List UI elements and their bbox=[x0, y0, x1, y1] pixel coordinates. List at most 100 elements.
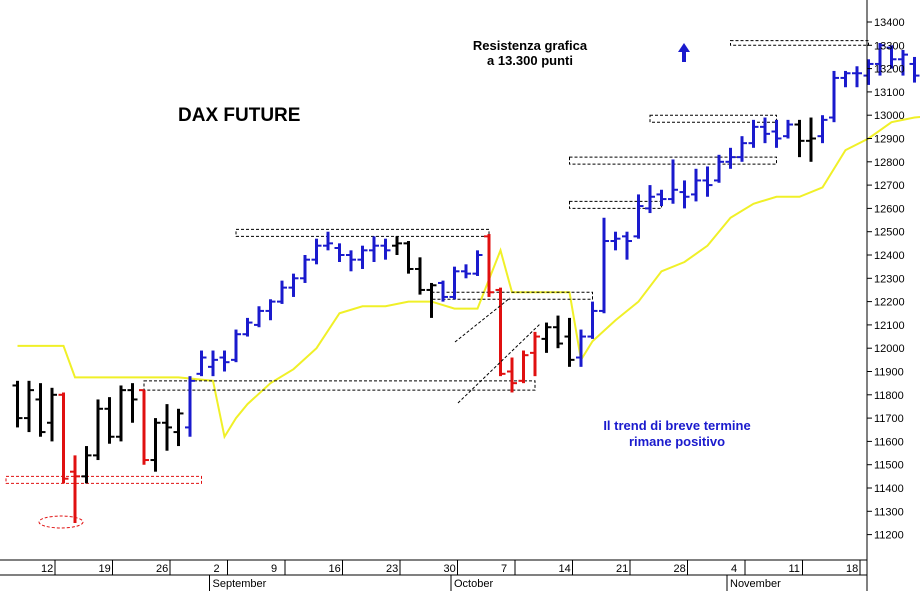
resistance-note-line2: a 13.300 punti bbox=[487, 53, 573, 68]
ohlc-bar bbox=[438, 280, 448, 302]
trend-note-line2: rimane positivo bbox=[629, 434, 725, 449]
x-tick-label: 19 bbox=[99, 563, 111, 575]
x-tick-label: 23 bbox=[386, 563, 398, 575]
ohlc-bar bbox=[576, 329, 586, 367]
ohlc-bar bbox=[104, 397, 115, 444]
ohlc-bar bbox=[12, 380, 23, 428]
y-tick-label: 11300 bbox=[874, 506, 904, 518]
ohlc-bar bbox=[81, 446, 92, 484]
x-tick-label: 21 bbox=[616, 563, 628, 575]
x-tick-label: 16 bbox=[329, 563, 341, 575]
ohlc-bar bbox=[852, 66, 862, 88]
ohlc-bar bbox=[162, 404, 172, 451]
y-tick-label: 12000 bbox=[874, 343, 905, 355]
y-tick-label: 11900 bbox=[874, 367, 904, 379]
moving-average-layer bbox=[17, 115, 920, 440]
ohlc-bar bbox=[185, 376, 195, 437]
ohlc-bar bbox=[702, 166, 713, 197]
ohlc-bar bbox=[392, 236, 402, 255]
y-tick-label: 11500 bbox=[874, 460, 904, 472]
ohlc-bar bbox=[748, 119, 759, 148]
ohlc-bar bbox=[426, 282, 437, 318]
y-tick-label: 12400 bbox=[874, 250, 905, 262]
ohlc-bar bbox=[70, 455, 80, 523]
ohlc-bar bbox=[357, 245, 368, 269]
ohlc-bar bbox=[725, 147, 736, 169]
x-tick-label: 11 bbox=[789, 563, 800, 575]
ohlc-bar bbox=[829, 70, 839, 123]
chart-title: DAX FUTURE bbox=[178, 105, 300, 126]
support-resistance-box bbox=[5, 475, 202, 484]
ohlc-bar bbox=[806, 117, 816, 162]
ohlc-bar bbox=[58, 392, 69, 484]
ohlc-bar bbox=[530, 331, 540, 377]
y-tick-label: 12800 bbox=[874, 157, 905, 169]
x-tick-label: 26 bbox=[156, 563, 168, 575]
ohlc-bar bbox=[127, 383, 138, 423]
ohlc-bar bbox=[380, 238, 391, 260]
ohlc-bar bbox=[875, 42, 885, 76]
ohlc-bar bbox=[24, 380, 34, 433]
y-tick-label: 12900 bbox=[874, 134, 905, 146]
ohlc-bar bbox=[633, 194, 644, 239]
ohlc-bar bbox=[564, 317, 575, 367]
ohlc-bar bbox=[645, 185, 655, 214]
ohlc-bar bbox=[599, 217, 609, 314]
x-tick-label: 9 bbox=[271, 563, 277, 575]
ohlc-bar bbox=[369, 236, 379, 262]
ohlc-bar bbox=[449, 266, 460, 300]
x-tick-label: 30 bbox=[444, 563, 456, 575]
y-tick-label: 12700 bbox=[874, 180, 905, 192]
support-resistance-box bbox=[730, 40, 869, 46]
ohlc-bar bbox=[472, 250, 483, 276]
ohlc-bar bbox=[196, 350, 207, 377]
ohlc-bar bbox=[587, 301, 598, 339]
ohlc-bar bbox=[242, 317, 253, 337]
ohlc-bar bbox=[415, 257, 425, 295]
y-tick-label: 12200 bbox=[874, 297, 905, 309]
moving-average-line bbox=[17, 115, 920, 440]
ohlc-bar bbox=[277, 280, 287, 304]
y-tick-label: 11400 bbox=[874, 483, 904, 495]
ohlc-bar bbox=[93, 399, 103, 461]
up-arrow-icon bbox=[678, 43, 690, 62]
ohlc-bar bbox=[840, 70, 851, 88]
ohlc-bar bbox=[300, 255, 310, 283]
ohlc-bar bbox=[334, 243, 345, 262]
ohlc-bar bbox=[403, 241, 414, 274]
y-tick-label: 13000 bbox=[874, 110, 905, 122]
resistance-note-line1: Resistenza grafica bbox=[473, 38, 588, 53]
ohlc-bar bbox=[691, 168, 701, 202]
ohlc-bar bbox=[783, 119, 793, 139]
ohlc-bar bbox=[886, 45, 897, 69]
ohlc-bar bbox=[541, 322, 552, 353]
ohlc-bar bbox=[346, 250, 356, 272]
ohlc-bar bbox=[47, 387, 57, 442]
ohlc-bar bbox=[909, 56, 920, 83]
ohlc-bar bbox=[760, 117, 770, 144]
ohlc-bar bbox=[553, 315, 563, 349]
support-resistance-box bbox=[235, 228, 490, 237]
ohlc-bar bbox=[139, 389, 149, 465]
x-tick-label: 18 bbox=[846, 563, 858, 575]
ohlc-bar bbox=[610, 231, 621, 251]
ohlc-bar bbox=[254, 306, 264, 328]
ohlc-bar bbox=[656, 189, 667, 207]
ohlc-bar bbox=[231, 329, 241, 363]
x-tick-label: 2 bbox=[214, 563, 220, 575]
month-label: October bbox=[454, 578, 493, 590]
support-resistance-box bbox=[649, 114, 777, 123]
ohlc-bar bbox=[116, 385, 126, 442]
ohlc-bar bbox=[288, 273, 299, 297]
ohlc-bar bbox=[794, 119, 805, 158]
ohlc-bar bbox=[173, 408, 184, 447]
grid-layer bbox=[0, 0, 867, 560]
ohlc-bar bbox=[507, 357, 517, 393]
y-tick-label: 13300 bbox=[874, 40, 905, 52]
ohlc-bar bbox=[208, 350, 218, 377]
plot-background bbox=[0, 0, 867, 560]
ohlc-bar bbox=[495, 287, 506, 377]
